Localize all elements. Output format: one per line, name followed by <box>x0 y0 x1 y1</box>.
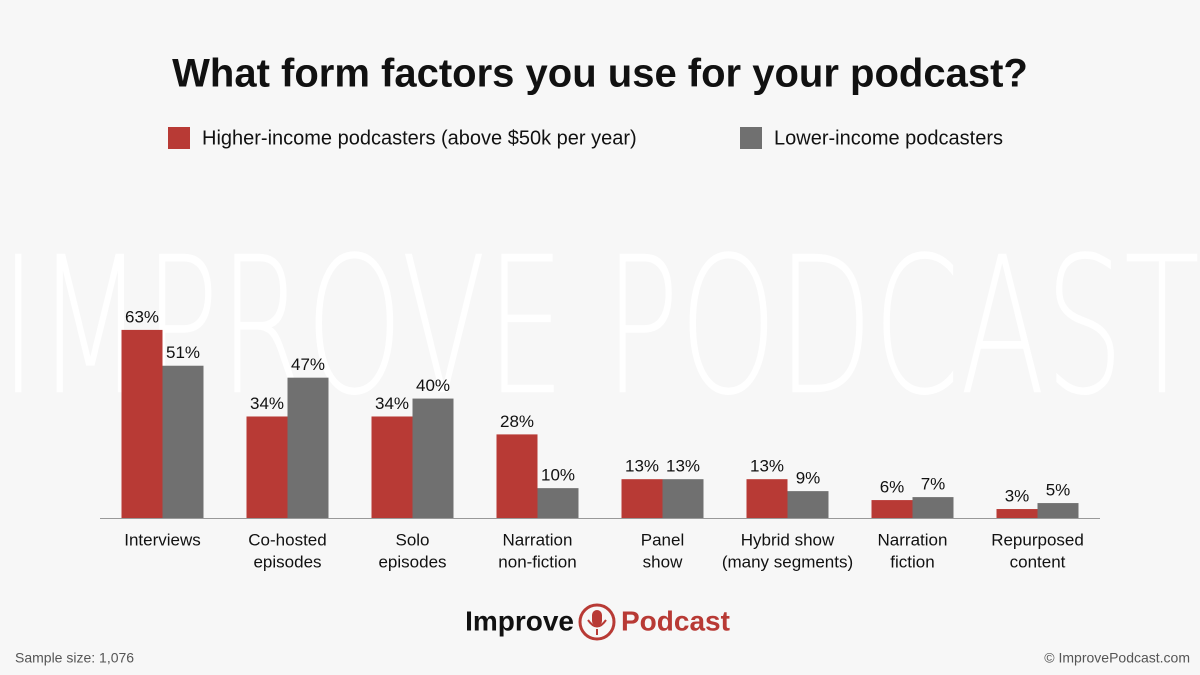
legend-label: Higher-income podcasters (above $50k per… <box>202 127 637 149</box>
bar <box>787 491 829 518</box>
x-tick-label: episodes <box>253 552 321 571</box>
footer-credit: © ImprovePodcast.com <box>1044 650 1190 666</box>
x-tick-label: content <box>1010 552 1066 571</box>
value-label: 13% <box>750 457 784 476</box>
bar <box>746 479 788 518</box>
value-label: 3% <box>1005 487 1030 506</box>
value-label: 7% <box>921 475 946 494</box>
value-label: 40% <box>416 376 450 395</box>
logo-text: Podcast <box>621 605 730 636</box>
x-tick-label: Solo <box>395 530 429 549</box>
value-label: 13% <box>625 457 659 476</box>
bar <box>371 416 413 518</box>
value-label: 5% <box>1046 481 1071 500</box>
bar <box>287 377 329 518</box>
x-tick-label: Panel <box>641 530 684 549</box>
x-tick-label: Co-hosted <box>248 530 326 549</box>
x-tick-label: Narration <box>503 530 573 549</box>
x-tick-label: Narration <box>878 530 948 549</box>
x-tick-label: non-fiction <box>498 552 576 571</box>
value-label: 51% <box>166 343 200 362</box>
value-label: 34% <box>250 394 284 413</box>
logo-text: Improve <box>465 605 574 636</box>
x-tick-label: episodes <box>378 552 446 571</box>
legend-label: Lower-income podcasters <box>774 127 1003 149</box>
bar <box>246 416 288 518</box>
bar <box>871 500 913 518</box>
bar <box>996 509 1038 518</box>
value-label: 9% <box>796 469 821 488</box>
x-tick-label: Hybrid show <box>741 530 835 549</box>
bar <box>537 488 579 518</box>
bar <box>912 497 954 518</box>
x-tick-label: (many segments) <box>722 552 853 571</box>
value-label: 6% <box>880 478 905 497</box>
bar <box>162 365 204 518</box>
legend-swatch <box>740 127 762 149</box>
footer-note: Sample size: 1,076 <box>15 650 134 666</box>
value-label: 10% <box>541 466 575 485</box>
bar <box>662 479 704 518</box>
chart-title: What form factors you use for your podca… <box>172 52 1028 96</box>
x-tick-label: Repurposed <box>991 530 1084 549</box>
bar <box>621 479 663 518</box>
logo-icon <box>578 603 616 641</box>
legend: Higher-income podcasters (above $50k per… <box>168 127 1003 149</box>
value-label: 34% <box>375 394 409 413</box>
bar <box>121 329 163 518</box>
bar <box>496 434 538 518</box>
value-label: 28% <box>500 412 534 431</box>
value-label: 63% <box>125 307 159 326</box>
x-tick-label: Interviews <box>124 530 201 549</box>
value-label: 47% <box>291 355 325 374</box>
bar <box>1037 503 1079 518</box>
value-label: 13% <box>666 457 700 476</box>
bar <box>412 398 454 518</box>
x-tick-label: show <box>643 552 683 571</box>
x-tick-label: fiction <box>890 552 934 571</box>
legend-swatch <box>168 127 190 149</box>
